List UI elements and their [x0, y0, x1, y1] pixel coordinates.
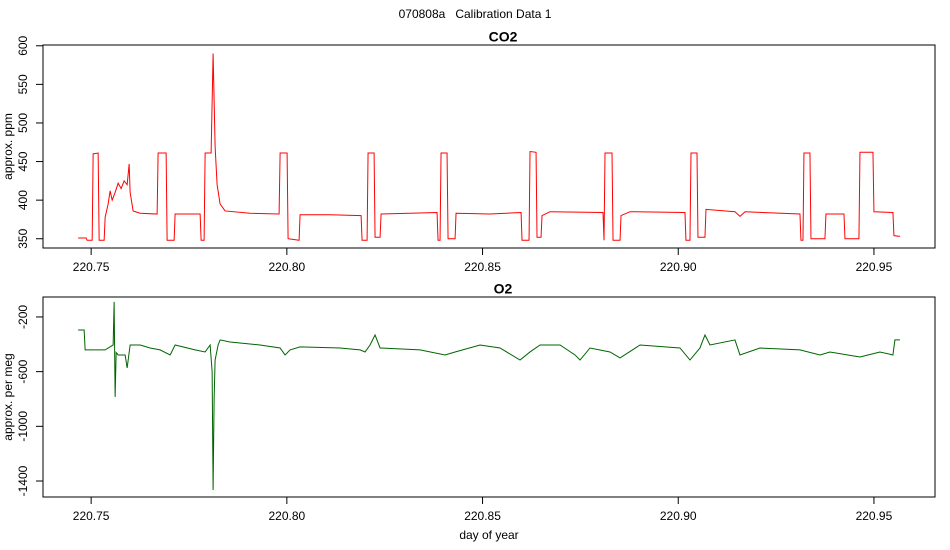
y-tick-label: 450: [16, 151, 30, 171]
y-tick-label: -200: [16, 305, 30, 329]
x-tick-label: 220.95: [856, 509, 893, 523]
x-tick-label: 220.90: [660, 260, 697, 274]
data-line: [78, 53, 900, 241]
data-line: [78, 301, 900, 491]
y-tick-label: 400: [16, 190, 30, 210]
panel-title: CO2: [489, 29, 518, 45]
x-tick-label: 220.85: [464, 509, 501, 523]
y-tick-label: 550: [16, 74, 30, 94]
figure-title: 070808a Calibration Data 1: [399, 7, 552, 21]
panel-title: O2: [494, 281, 513, 297]
y-tick-label: 600: [16, 35, 30, 55]
y-tick-label: -1000: [16, 411, 30, 442]
x-tick-label: 220.75: [73, 509, 110, 523]
x-tick-label: 220.85: [464, 260, 501, 274]
y-tick-label: -1400: [16, 465, 30, 496]
y-tick-label: 350: [16, 228, 30, 248]
y-tick-label: -600: [16, 359, 30, 383]
y-tick-label: 500: [16, 113, 30, 133]
x-tick-label: 220.75: [73, 260, 110, 274]
x-tick-label: 220.90: [660, 509, 697, 523]
x-tick-label: 220.80: [268, 260, 305, 274]
x-axis-label: day of year: [459, 528, 518, 542]
x-tick-label: 220.95: [856, 260, 893, 274]
y-axis-label: approx. per meg: [1, 353, 15, 440]
y-axis-label: approx. ppm: [1, 113, 15, 180]
x-tick-label: 220.80: [268, 509, 305, 523]
plot-frame: [42, 44, 936, 249]
plot-frame: [42, 296, 936, 498]
